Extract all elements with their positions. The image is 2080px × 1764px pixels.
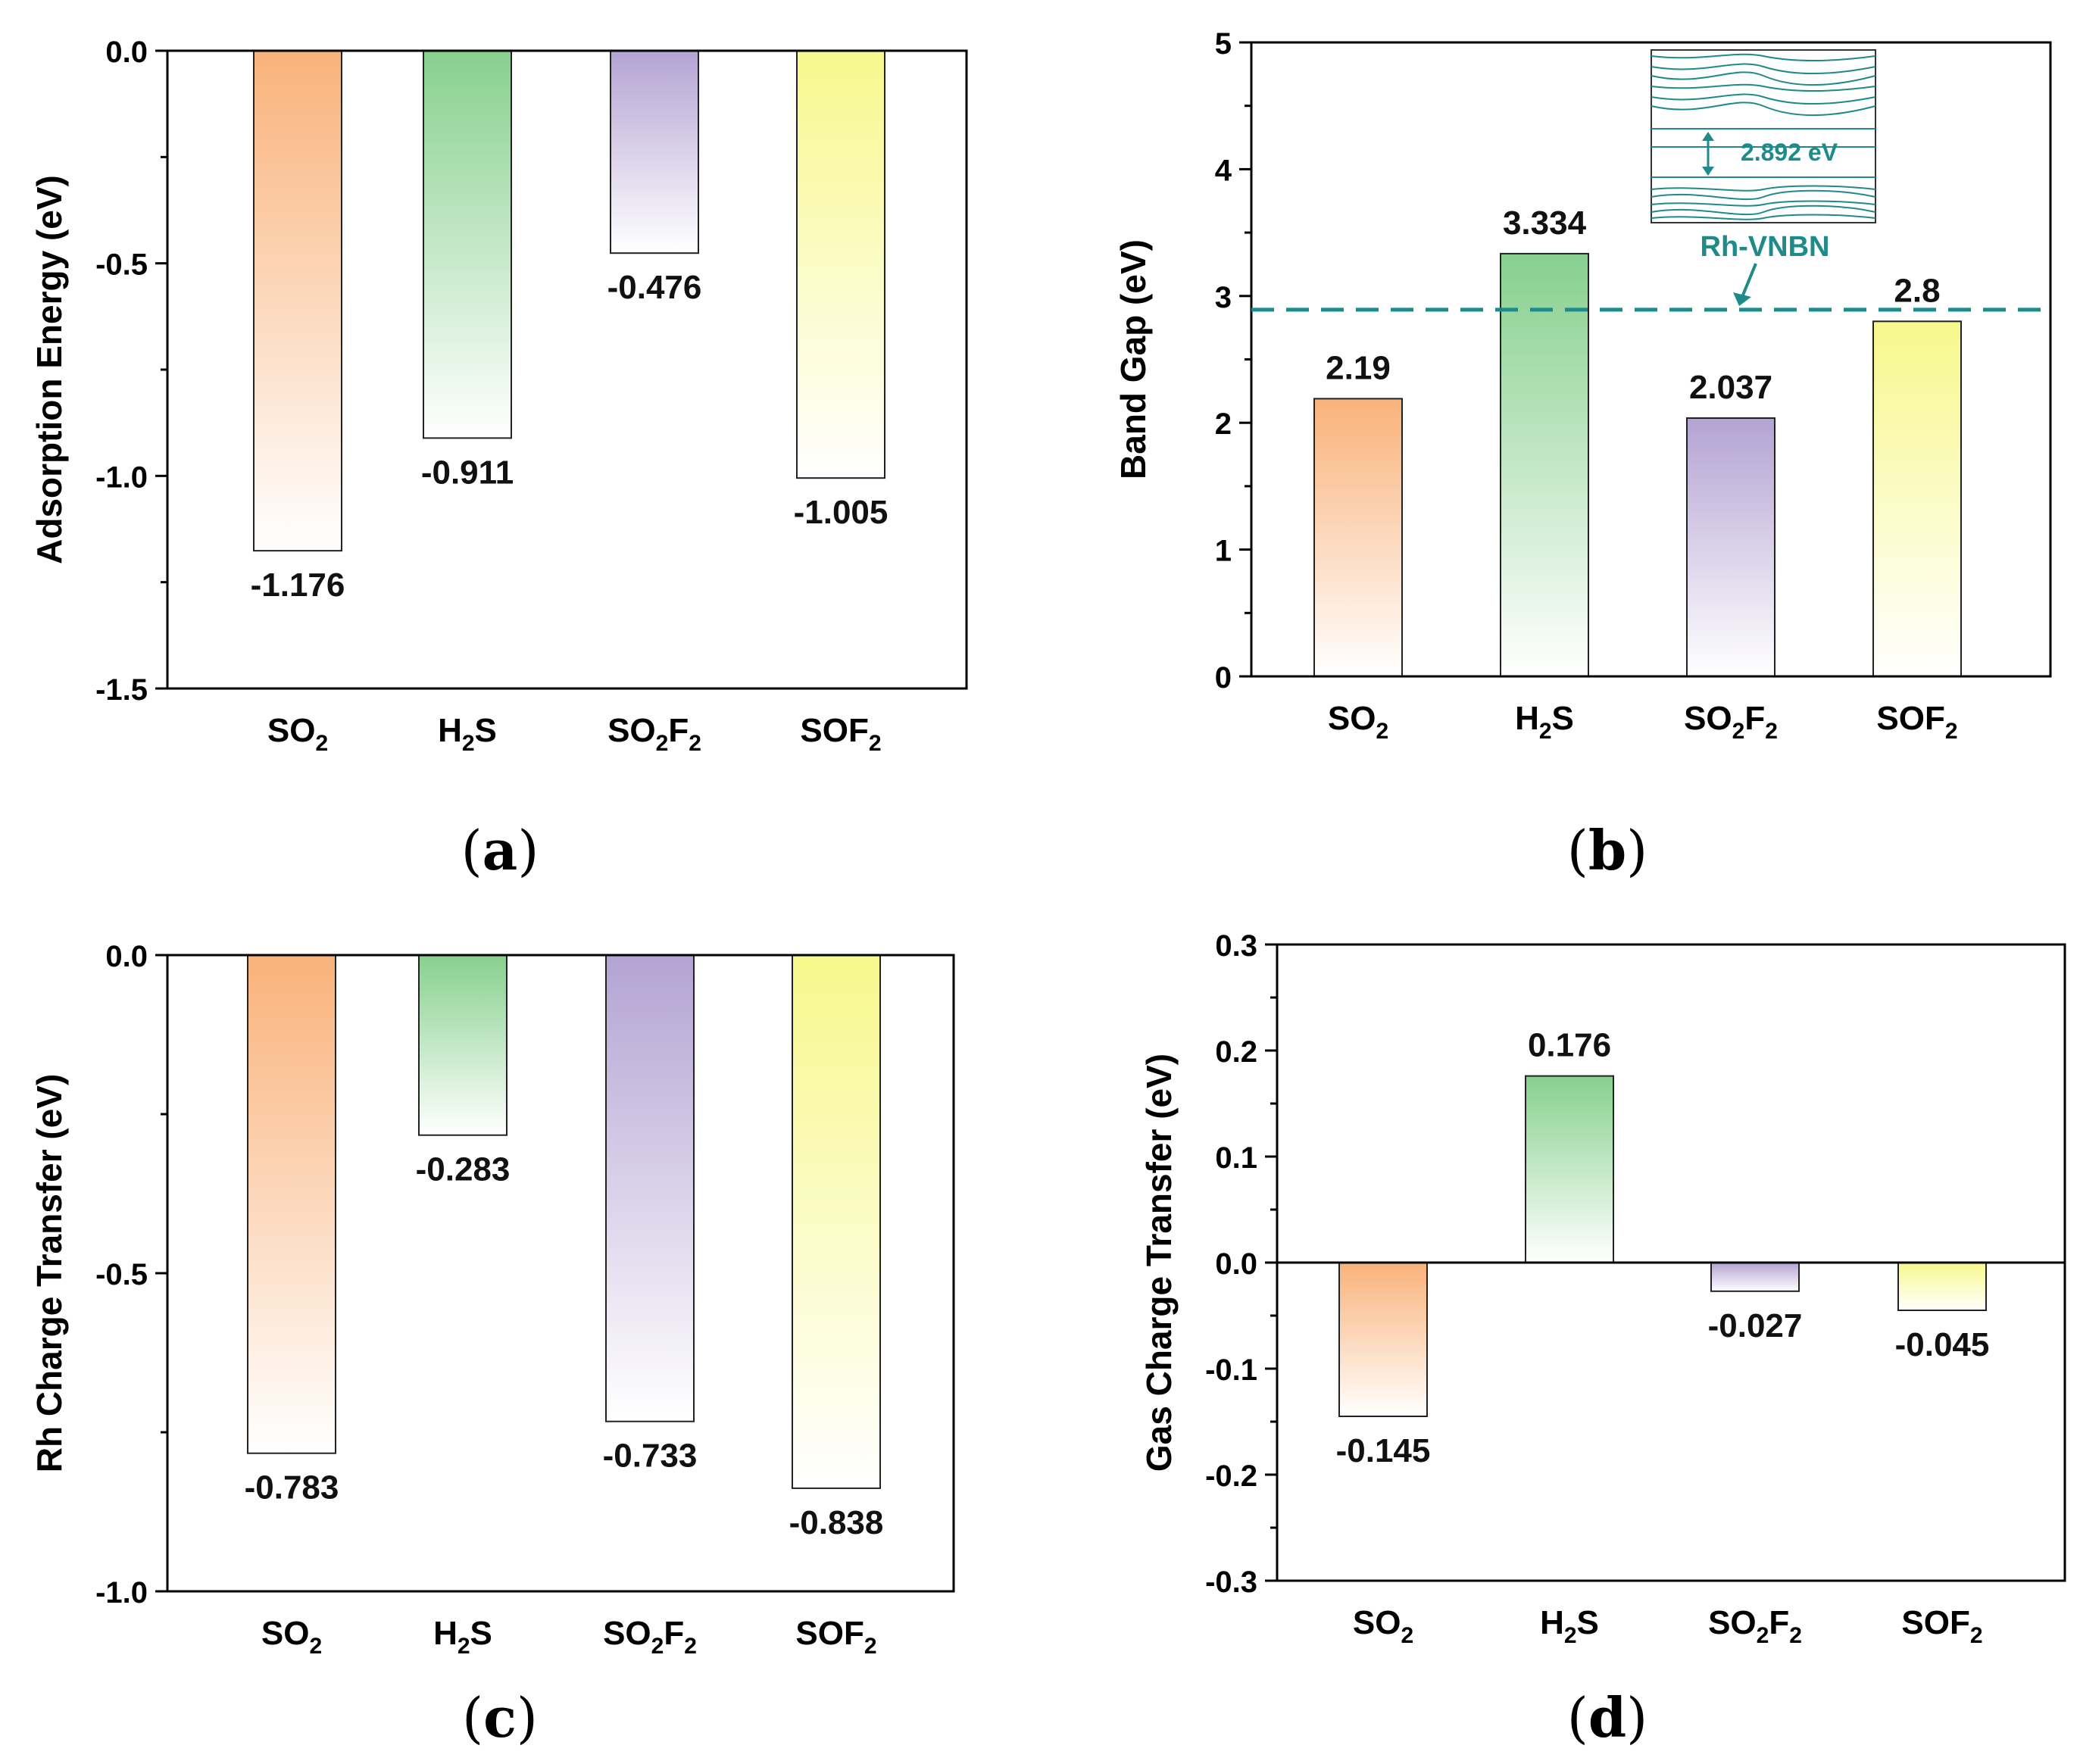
gap-arrowhead <box>1702 132 1714 141</box>
bar-so2-p1 <box>253 50 342 552</box>
x-tick-label-p4: SOF2 <box>1901 1604 1982 1648</box>
data-label-p2: 2.037 <box>1689 369 1772 406</box>
panel-label-d: (d) <box>1566 1685 1648 1750</box>
y-tick-label: 4 <box>1215 154 1232 187</box>
gap-arrowhead <box>1702 167 1714 176</box>
bar-so2-p2 <box>1313 398 1403 677</box>
data-label-p1: -0.476 <box>607 269 702 306</box>
bar-so2f2-p4 <box>1710 1262 1800 1292</box>
data-label-p4: -0.027 <box>1708 1307 1803 1344</box>
bar-so2f2-p1 <box>610 50 699 254</box>
data-label-p3: -0.733 <box>603 1438 698 1475</box>
x-tick-label-p1: SOF2 <box>800 712 881 756</box>
data-label-p1: -0.911 <box>421 454 514 491</box>
y-tick-label: 0.0 <box>105 940 148 973</box>
y-tick-label: -1.0 <box>95 461 148 494</box>
bar-sof2-p2 <box>1872 320 1962 677</box>
bar-sof2-p1 <box>796 50 885 479</box>
inset-band-structure: 2.892 eV <box>1651 49 1876 223</box>
data-label-p1: -1.176 <box>251 567 345 604</box>
bar-h2s-p2 <box>1500 252 1589 677</box>
x-tick-label-p2: SOF2 <box>1876 700 1957 744</box>
y-tick-label: 3 <box>1215 281 1232 314</box>
y-axis-title-p4: Gas Charge Transfer (eV) <box>1139 1054 1179 1472</box>
y-tick-label: 1 <box>1215 535 1232 568</box>
y-tick-label: -0.3 <box>1205 1566 1257 1599</box>
y-tick-label: 0 <box>1215 661 1232 695</box>
bar-h2s-p4 <box>1525 1075 1614 1263</box>
y-tick-label: 0.0 <box>105 36 148 69</box>
bar-sof2-p4 <box>1897 1262 1987 1311</box>
x-tick-label-p4: SO2 <box>1353 1604 1413 1648</box>
x-tick-label-p1: SO2 <box>267 712 328 756</box>
y-tick-label: -0.2 <box>1205 1460 1257 1493</box>
x-tick-label-p2: SO2F2 <box>1684 700 1778 744</box>
y-tick-label: 0.1 <box>1215 1141 1257 1175</box>
x-tick-label-p3: H2S <box>433 1615 492 1659</box>
reference-line-label: Rh-VNBN <box>1701 231 1830 263</box>
y-tick-label: -0.1 <box>1205 1353 1257 1387</box>
data-label-p3: -0.283 <box>416 1151 511 1188</box>
y-axis-title-p3: Rh Charge Transfer (eV) <box>30 1074 69 1473</box>
panel-label-a: (a) <box>461 818 539 882</box>
x-tick-label-p1: H2S <box>438 712 497 756</box>
data-label-p3: -0.838 <box>789 1504 884 1541</box>
data-label-p2: 3.334 <box>1503 204 1587 242</box>
bar-so2-p4 <box>1338 1262 1428 1417</box>
x-tick-label-p4: H2S <box>1540 1604 1599 1648</box>
band-line <box>1651 204 1876 216</box>
data-label-p4: 0.176 <box>1528 1027 1611 1064</box>
bar-h2s-p1 <box>423 50 512 439</box>
band-line <box>1651 185 1876 192</box>
y-tick-label: -0.5 <box>95 1258 148 1291</box>
panel-label-b: (b) <box>1566 818 1648 882</box>
band-line <box>1651 93 1876 105</box>
band-line <box>1651 214 1876 220</box>
panel-label-c: (c) <box>461 1685 539 1750</box>
y-tick-label: 0.3 <box>1215 929 1257 963</box>
band-line <box>1651 71 1876 86</box>
bar-so2f2-p3 <box>605 954 695 1422</box>
x-tick-label-p4: SO2F2 <box>1708 1604 1802 1648</box>
x-tick-label-p3: SO2F2 <box>603 1615 697 1659</box>
band-line <box>1651 53 1876 61</box>
inset-gap-label: 2.892 eV <box>1741 139 1838 166</box>
y-tick-label: -0.5 <box>95 248 148 282</box>
reference-pointer-head <box>1733 292 1751 306</box>
y-tick-label: -1.0 <box>95 1576 148 1609</box>
x-tick-label-p3: SO2 <box>261 1615 322 1659</box>
bar-h2s-p3 <box>418 954 508 1136</box>
data-label-p4: -0.045 <box>1895 1326 1990 1363</box>
y-tick-label: 2 <box>1215 407 1232 441</box>
x-tick-label-p2: H2S <box>1515 700 1574 744</box>
band-line <box>1651 189 1876 201</box>
y-tick-label: 0.0 <box>1215 1247 1257 1281</box>
data-label-p1: -1.005 <box>794 494 889 531</box>
band-line <box>1651 200 1876 207</box>
data-label-p4: -0.145 <box>1336 1432 1431 1469</box>
bar-so2-p3 <box>247 954 336 1454</box>
x-tick-label-p2: SO2 <box>1328 700 1388 744</box>
y-tick-label: 0.2 <box>1215 1035 1257 1069</box>
x-tick-label-p3: SOF2 <box>795 1615 876 1659</box>
bar-so2f2-p2 <box>1686 417 1775 678</box>
data-label-p2: 2.19 <box>1326 349 1391 386</box>
y-axis-title-p1: Adsorption Energy (eV) <box>30 175 69 564</box>
reference-pointer <box>1741 263 1757 298</box>
bar-sof2-p3 <box>792 954 881 1489</box>
y-axis-title-p2: Band Gap (eV) <box>1113 239 1153 479</box>
data-label-p2: 2.8 <box>1894 272 1940 309</box>
band-line <box>1651 83 1876 92</box>
y-tick-label: -1.5 <box>95 673 148 707</box>
band-line <box>1651 101 1876 116</box>
y-tick-label: 5 <box>1215 27 1232 61</box>
x-tick-label-p1: SO2F2 <box>607 712 701 756</box>
data-label-p3: -0.783 <box>245 1469 339 1506</box>
band-line <box>1651 63 1876 74</box>
